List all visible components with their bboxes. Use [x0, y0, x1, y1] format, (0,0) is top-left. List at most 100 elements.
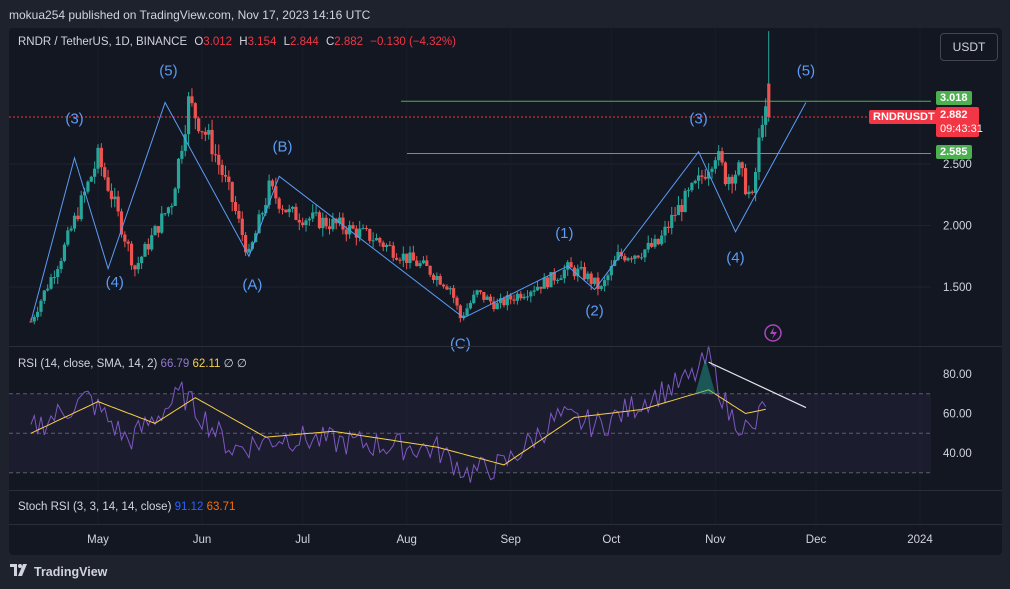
level-tag-upper: 3.018: [936, 91, 972, 105]
rsi-ma-value: 62.11: [192, 358, 221, 370]
rsi-legend: RSI (14, close, SMA, 14, 2) 66.79 62.11 …: [18, 356, 247, 370]
candle-body: [495, 303, 499, 310]
rsi-ma-line: [30, 389, 766, 466]
high-value: 3.154: [247, 36, 277, 48]
time-tick-label: May: [87, 534, 109, 546]
candle-body: [452, 288, 456, 298]
candle-body: [146, 243, 150, 250]
candle-body: [153, 226, 157, 236]
candle-body: [344, 229, 348, 235]
candle-body: [562, 269, 566, 279]
candle-body: [418, 263, 422, 267]
wave-label: (B): [273, 139, 293, 156]
candle-body: [89, 176, 93, 182]
candle-body: [649, 242, 654, 247]
candle-body: [391, 245, 395, 258]
candle-body: [626, 258, 630, 261]
candle-body: [636, 255, 640, 258]
candle-body: [462, 315, 466, 319]
candle-body: [223, 174, 228, 177]
candle-body: [629, 258, 634, 260]
candle-body: [431, 274, 436, 280]
candle-body: [740, 162, 744, 169]
symbol-tag: RNDRUSDT: [869, 110, 939, 124]
candle-body: [545, 277, 550, 288]
candle-body: [700, 175, 704, 177]
candle-body: [717, 151, 721, 161]
candle-body: [277, 198, 281, 209]
candle-body: [515, 293, 519, 301]
wave-label: (4): [106, 274, 124, 291]
currency-button[interactable]: USDT: [940, 33, 998, 61]
candle-body: [509, 295, 513, 300]
candle-body: [592, 277, 597, 284]
candle-body: [656, 238, 660, 245]
candle-body: [764, 106, 768, 125]
change-value: −0.130 (−4.32%): [370, 36, 456, 48]
time-tick-label: Sep: [500, 534, 520, 546]
candle-body: [156, 226, 160, 233]
open-label: O: [194, 36, 204, 48]
candle-body: [411, 252, 415, 261]
candle-body: [559, 278, 563, 280]
rsi-label[interactable]: RSI (14, close, SMA, 14, 2): [18, 358, 158, 370]
candle-body: [233, 202, 238, 211]
candle-body: [173, 188, 177, 207]
candle-body: [163, 213, 167, 215]
stoch-label[interactable]: Stoch RSI (3, 3, 14, 14, close): [18, 501, 172, 513]
candle-body: [683, 190, 687, 212]
chart-frame[interactable]: 1.500 2.000 2.500 (3) (4) (5) (A) (B) (C) (1) (2) (…: [9, 28, 1002, 555]
stoch-k-value: 91.12: [174, 501, 204, 513]
candle-body: [458, 305, 462, 319]
candle-body: [113, 196, 117, 200]
candle-body: [589, 273, 593, 284]
close-label: C: [325, 36, 335, 48]
wave-label: (C): [450, 336, 471, 353]
candle-body: [733, 174, 738, 184]
candle-body: [445, 286, 449, 290]
candle-body: [660, 235, 664, 245]
rsi-extra-1: ∅: [223, 358, 234, 370]
candle-body: [334, 218, 338, 224]
candle-body: [435, 276, 439, 280]
candle-body: [287, 208, 291, 213]
pane-separator-1[interactable]: [9, 346, 1002, 347]
candle-body: [703, 176, 707, 179]
candle-body: [86, 181, 90, 192]
candle-body: [488, 296, 493, 302]
candle-body: [109, 190, 114, 200]
candle-body: [529, 291, 533, 297]
candle-body: [398, 259, 402, 261]
candle-body: [569, 262, 573, 268]
candle-body: [93, 168, 97, 177]
candle-body: [297, 219, 301, 223]
chart-canvas[interactable]: 1.500 2.000 2.500 (3) (4) (5) (A) (B) (C) (1) (2) (…: [9, 28, 1002, 555]
candle-body: [240, 218, 244, 236]
candle-body: [384, 244, 389, 247]
candle-body: [341, 217, 345, 230]
candle-body: [327, 226, 332, 230]
pane-separator-2[interactable]: [9, 490, 1002, 491]
candle-body: [499, 298, 503, 304]
wave-label: (5): [159, 62, 177, 79]
header: mokua254 published on TradingView.com, N…: [0, 0, 1010, 28]
candle-body: [535, 286, 540, 291]
last-price-value: 2.882: [940, 109, 968, 121]
stoch-legend: Stoch RSI (3, 3, 14, 14, close) 91.12 63…: [18, 501, 235, 513]
candle-body: [381, 242, 385, 247]
symbol-name[interactable]: RNDR / TetherUS, 1D, BINANCE: [18, 36, 188, 48]
candle-body: [696, 175, 701, 181]
candle-body: [210, 129, 214, 155]
candle-body: [193, 103, 197, 119]
time-tick-label: 2024: [907, 534, 933, 546]
candle-body: [361, 228, 365, 230]
symbol-legend: RNDR / TetherUS, 1D, BINANCE O3.012 H3.1…: [18, 36, 456, 48]
candle-body: [747, 191, 751, 195]
candle-body: [539, 286, 543, 289]
close-value: 2.882: [334, 36, 364, 48]
candle-body: [616, 251, 620, 261]
candle-body: [475, 290, 479, 295]
candle-body: [639, 257, 644, 259]
candle-body: [133, 265, 137, 270]
candle-body: [680, 205, 684, 212]
